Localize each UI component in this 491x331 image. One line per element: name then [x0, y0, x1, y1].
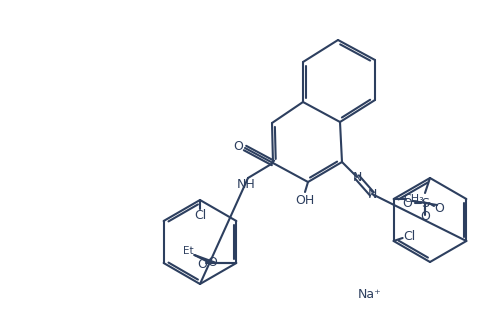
Text: O: O	[233, 139, 243, 153]
Text: CH₃: CH₃	[403, 194, 424, 204]
Text: S: S	[421, 197, 429, 210]
Text: O: O	[434, 202, 444, 214]
Text: Et: Et	[183, 246, 193, 256]
Text: O⁻: O⁻	[403, 197, 419, 210]
Text: O: O	[197, 258, 207, 270]
Text: Cl: Cl	[194, 209, 206, 221]
Text: Cl: Cl	[404, 229, 416, 243]
Text: OH: OH	[296, 194, 315, 207]
Text: N: N	[353, 170, 362, 183]
Text: NH: NH	[237, 177, 255, 191]
Text: N: N	[367, 187, 377, 201]
Text: O: O	[207, 257, 218, 269]
Text: O: O	[420, 210, 430, 222]
Text: Na⁺: Na⁺	[358, 289, 382, 302]
